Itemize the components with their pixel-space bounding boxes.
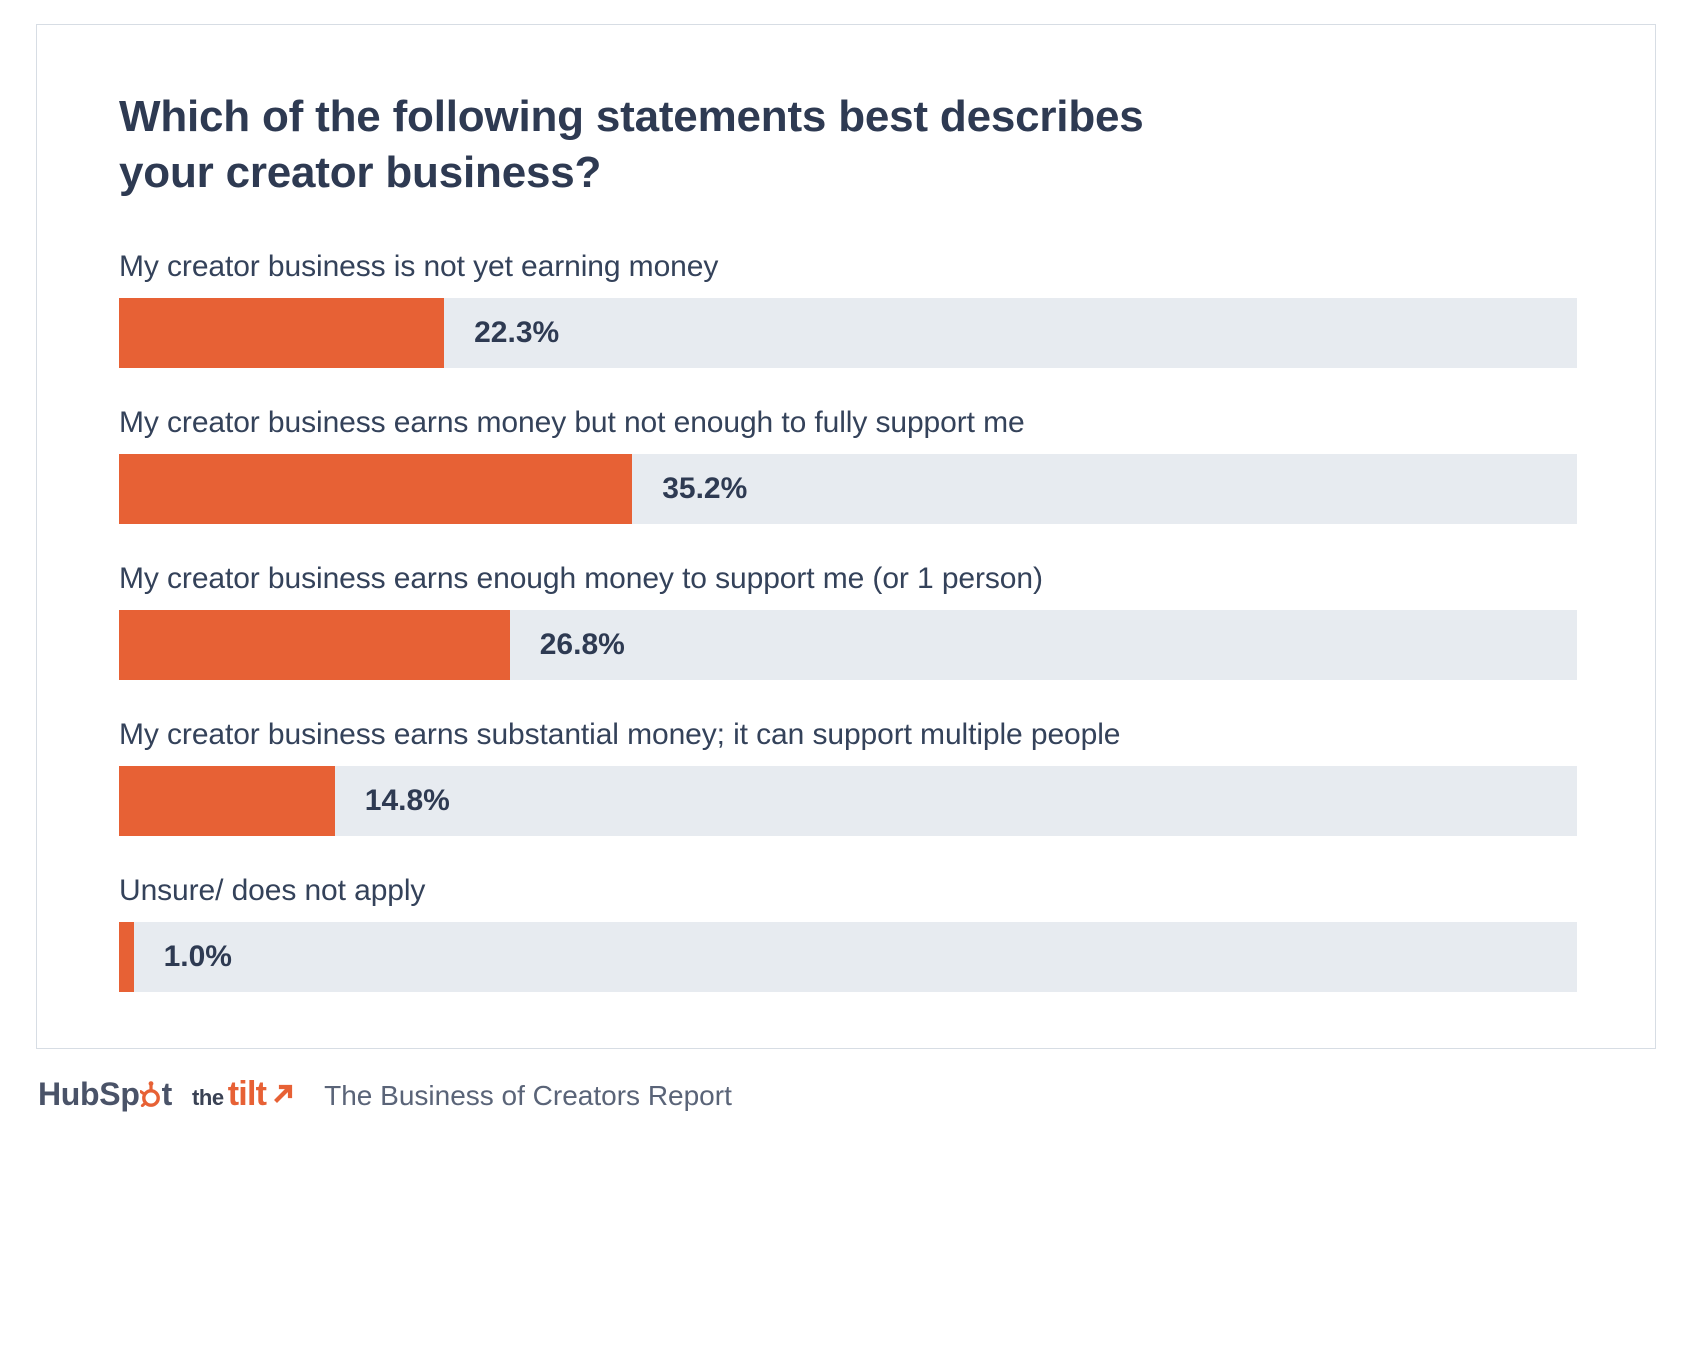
bar-row: My creator business is not yet earning m… [119,250,1577,368]
bar-track: 1.0% [119,922,1577,992]
bar-track: 22.3% [119,298,1577,368]
bar-value: 14.8% [365,784,450,818]
bar-fill [119,454,632,524]
tilt-the: the [192,1085,224,1111]
report-title: The Business of Creators Report [324,1080,732,1112]
bar-fill [119,298,444,368]
bar-label: My creator business earns substantial mo… [119,718,1577,752]
arrow-up-right-icon [272,1081,296,1110]
bar-label: My creator business is not yet earning m… [119,250,1577,284]
bar-value: 22.3% [474,316,559,350]
bar-value: 35.2% [662,472,747,506]
tilt-logo: thetilt [192,1075,296,1114]
bar-track: 26.8% [119,610,1577,680]
bar-label: My creator business earns enough money t… [119,562,1577,596]
chart-card: Which of the following statements best d… [36,24,1656,1049]
footer: HubSp t thetilt The Business of Creators… [36,1049,1656,1114]
bar-track: 35.2% [119,454,1577,524]
bar-row: My creator business earns enough money t… [119,562,1577,680]
bar-row: Unsure/ does not apply 1.0% [119,874,1577,992]
bar-rows: My creator business is not yet earning m… [119,250,1577,992]
bar-label: My creator business earns money but not … [119,406,1577,440]
hubspot-sprocket-icon [140,1081,162,1107]
bar-track: 14.8% [119,766,1577,836]
bar-fill [119,610,510,680]
tilt-tilt: tilt [228,1075,266,1114]
bar-fill [119,766,335,836]
bar-label: Unsure/ does not apply [119,874,1577,908]
bar-row: My creator business earns substantial mo… [119,718,1577,836]
bar-value: 26.8% [540,628,625,662]
bar-row: My creator business earns money but not … [119,406,1577,524]
chart-container: Which of the following statements best d… [0,0,1692,1360]
chart-title: Which of the following statements best d… [119,89,1219,202]
hubspot-logo: HubSp t [38,1076,172,1113]
bar-fill [119,922,134,992]
bar-value: 1.0% [164,940,232,974]
